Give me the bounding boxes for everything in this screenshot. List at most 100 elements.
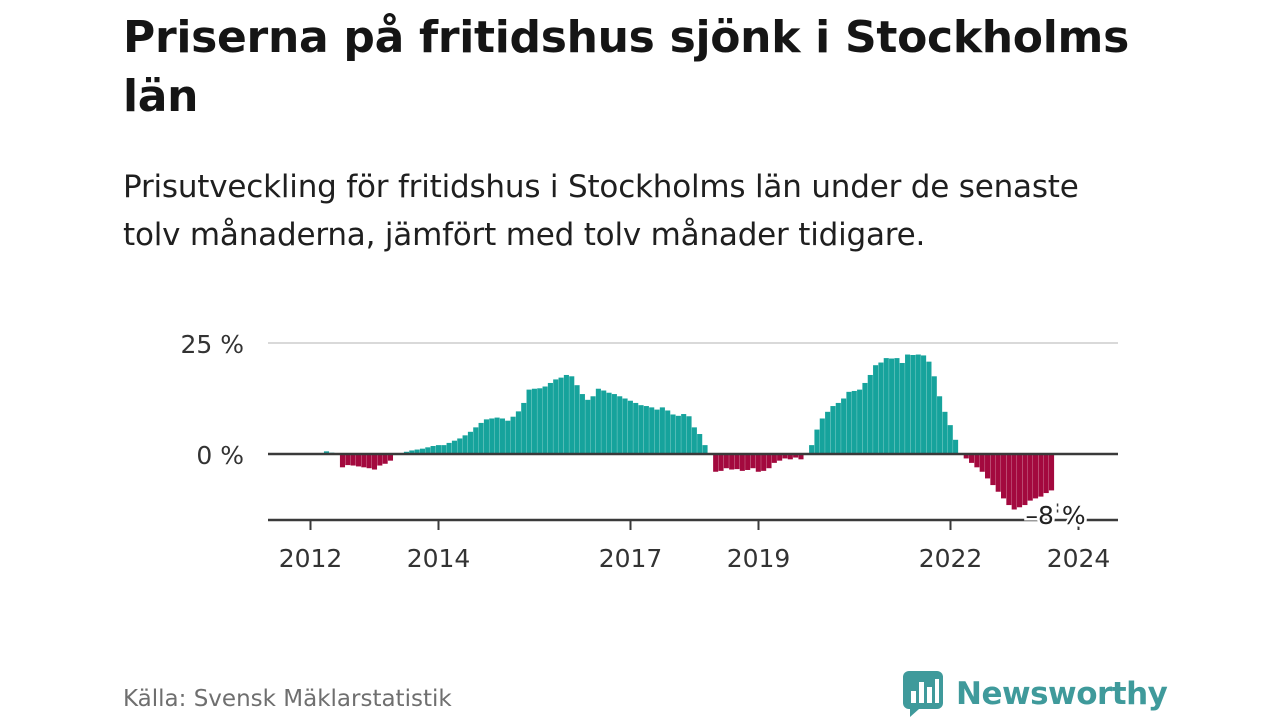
bar — [905, 355, 910, 454]
bar — [361, 454, 366, 467]
bar — [623, 399, 628, 455]
bar — [1049, 454, 1054, 490]
bar — [937, 396, 942, 454]
newsworthy-logo[interactable]: Newsworthy — [902, 670, 1167, 718]
bar — [814, 430, 819, 454]
bar — [676, 416, 681, 454]
bar — [1038, 454, 1043, 497]
x-tick-label: 2024 — [1047, 544, 1111, 573]
x-tick-label: 2022 — [919, 544, 983, 573]
bar — [836, 403, 841, 454]
bar — [654, 410, 659, 454]
bar — [830, 406, 835, 454]
bar — [884, 358, 889, 454]
bar — [532, 389, 537, 454]
bar — [553, 379, 558, 454]
bar — [740, 454, 745, 471]
bar — [601, 391, 606, 454]
bar — [372, 454, 377, 470]
newsworthy-logo-icon — [902, 670, 944, 718]
bar — [686, 416, 691, 454]
bar — [505, 421, 510, 454]
bar — [356, 454, 361, 466]
bar — [772, 454, 777, 463]
bar — [990, 454, 995, 485]
bar — [894, 358, 899, 454]
bar — [846, 392, 851, 454]
bar — [1044, 454, 1049, 493]
bar — [607, 393, 612, 454]
bar — [862, 383, 867, 454]
bar — [638, 405, 643, 454]
bar — [367, 454, 372, 468]
bar — [495, 418, 500, 454]
bar — [644, 406, 649, 454]
bar — [953, 440, 958, 454]
end-value-annotation: –8 % — [1025, 501, 1085, 530]
bar — [761, 454, 766, 471]
bar — [852, 391, 857, 454]
bar — [969, 454, 974, 463]
bar — [681, 414, 686, 454]
bar — [766, 454, 771, 468]
bar — [441, 445, 446, 454]
bar — [521, 403, 526, 454]
bar — [537, 388, 542, 454]
bar — [452, 441, 457, 454]
bar — [591, 396, 596, 454]
bar — [889, 359, 894, 454]
bar — [756, 454, 761, 472]
bar — [692, 427, 697, 454]
bar — [1012, 454, 1017, 510]
bar — [921, 355, 926, 454]
bar — [564, 375, 569, 454]
bar — [985, 454, 990, 478]
y-tick-label: 25 % — [180, 330, 244, 359]
bar — [996, 454, 1001, 492]
bar — [900, 363, 905, 454]
bar — [612, 394, 617, 454]
bar — [974, 454, 979, 467]
bar — [713, 454, 718, 472]
bar — [585, 400, 590, 454]
bar — [1028, 454, 1033, 501]
y-tick-label: 0 % — [196, 441, 244, 470]
bar-chart: 25 % 0 % 2012 2014 2017 2019 2022 2024 –8 % — [0, 0, 1280, 640]
bar — [910, 355, 915, 454]
bar — [718, 454, 723, 471]
bar — [702, 445, 707, 454]
bar — [660, 407, 665, 454]
bar — [878, 363, 883, 454]
bar — [1006, 454, 1011, 505]
bar — [633, 403, 638, 454]
bar — [932, 376, 937, 454]
bar — [868, 375, 873, 454]
bar — [649, 407, 654, 454]
bar — [457, 438, 462, 454]
bar — [447, 443, 452, 454]
bar — [569, 376, 574, 454]
bar — [926, 362, 931, 454]
bar — [745, 454, 750, 470]
x-tick-label: 2019 — [727, 544, 791, 573]
bar — [628, 401, 633, 454]
bar — [841, 399, 846, 455]
bar — [948, 425, 953, 454]
bar — [345, 454, 350, 465]
bar — [809, 445, 814, 454]
bar — [340, 454, 345, 467]
bar — [942, 412, 947, 454]
bar — [596, 389, 601, 454]
bar — [500, 418, 505, 454]
bar — [916, 355, 921, 454]
bar — [543, 387, 548, 454]
bar — [484, 419, 489, 454]
bar — [1017, 454, 1022, 507]
bar — [516, 411, 521, 454]
bar — [436, 445, 441, 454]
bar — [1022, 454, 1027, 505]
bar — [750, 454, 755, 468]
bar-series — [324, 355, 1054, 510]
brand-name: Newsworthy — [956, 676, 1167, 712]
bar — [617, 396, 622, 454]
